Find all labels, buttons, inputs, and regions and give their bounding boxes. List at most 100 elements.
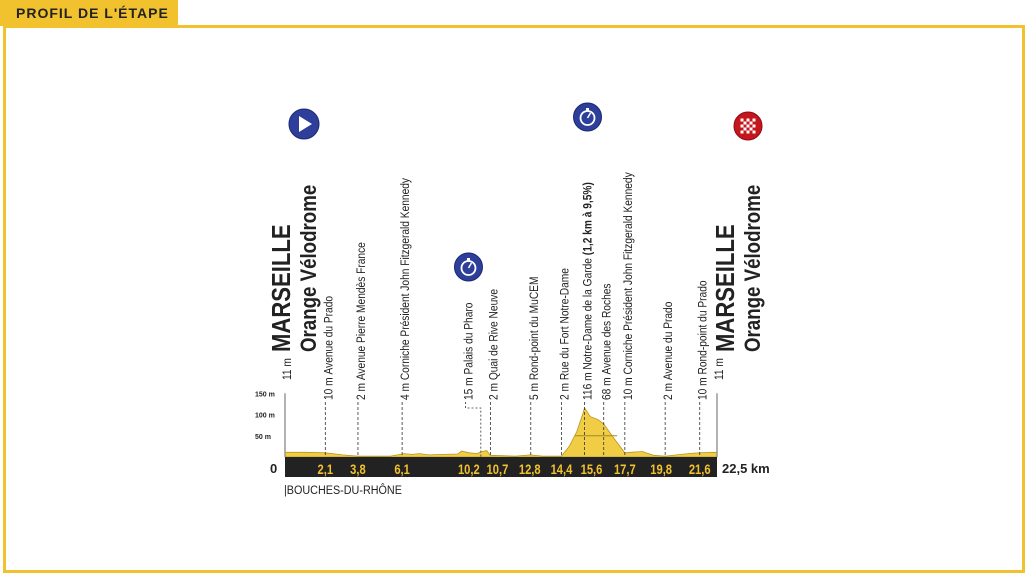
km-marker-label: 19,8 (650, 462, 672, 477)
stopwatch-face (460, 260, 477, 276)
start-place-label: Orange Vélodrome (298, 185, 322, 352)
climb-detail: (1,2 km à 9,5%) (582, 182, 595, 258)
waypoint-altitude: 5 m (528, 380, 541, 400)
checker-square (740, 130, 744, 134)
finish-place-label-text: Orange Vélodrome (742, 185, 766, 352)
start-city-label: MARSEILLE (267, 224, 296, 352)
endpoint-city: MARSEILLE (267, 224, 296, 352)
km-marker-label: 15,6 (581, 462, 603, 477)
waypoint-label: 4 m Corniche Président John Fitzgerald K… (399, 178, 412, 400)
finish-altitude-label: 11 m (713, 358, 726, 380)
endpoint-place: Orange Vélodrome (742, 185, 766, 352)
endpoint-city: MARSEILLE (711, 224, 740, 352)
zero-km-label: 0 (270, 461, 277, 476)
checker-square (740, 118, 744, 122)
play-triangle (299, 116, 312, 132)
checker-square (743, 127, 747, 131)
elevation-profile-area (284, 406, 718, 458)
checker-square (749, 121, 753, 125)
waypoint-label: 68 m Avenue des Roches (601, 283, 614, 400)
start-place-label-text: Orange Vélodrome (298, 185, 322, 352)
waypoint-altitude: 116 m (582, 370, 595, 400)
finish-checkered-icon (733, 111, 763, 141)
waypoint-name: Avenue du Prado (662, 302, 675, 381)
finish-altitude-label-text: 11 m (713, 358, 726, 380)
stopwatch-face (579, 110, 596, 126)
profile-frame (3, 25, 1025, 573)
waypoint-altitude: 10 m (697, 375, 710, 400)
checker-square (740, 124, 744, 128)
section-tab-title: PROFIL DE L'ÉTAPE (0, 0, 178, 26)
waypoint-label: 2 m Avenue Pierre Mendès France (355, 242, 368, 400)
start-city-label-text: MARSEILLE (267, 224, 296, 352)
endpoint-altitude: 11 m (281, 358, 294, 380)
km-marker-label: 10,7 (487, 462, 509, 477)
waypoint-name: Avenue Pierre Mendès France (355, 242, 368, 380)
checker-square (752, 124, 756, 128)
waypoint-altitude: 2 m (662, 380, 675, 400)
waypoint-name: Rond-point du Prado (697, 280, 710, 374)
stopwatch-crown (586, 108, 590, 111)
checker-square (746, 130, 750, 134)
waypoint-name: Avenue du Prado (323, 296, 336, 375)
start-altitude-label-text: 11 m (281, 358, 294, 380)
checker-square (752, 118, 756, 122)
waypoint-label-text: 10 m Avenue du Prado (323, 296, 336, 400)
intermediate-timing-icon (573, 102, 603, 132)
waypoint-name: Rue du Fort Notre-Dame (559, 268, 572, 380)
km-marker-label: 12,8 (519, 462, 541, 477)
waypoint-label-text: 2 m Avenue du Prado (662, 302, 675, 400)
waypoint-label-text: 15 m Palais du Pharo (463, 303, 476, 400)
waypoint-label-text: 2 m Quai de Rive Neuve (488, 289, 501, 400)
km-marker-label: 6,1 (394, 462, 410, 477)
waypoint-label: 10 m Avenue du Prado (323, 296, 336, 400)
waypoint-name: Palais du Pharo (463, 303, 476, 375)
checker-square (743, 121, 747, 125)
waypoint-altitude: 10 m (622, 375, 635, 400)
waypoint-name: Notre-Dame de la Garde (582, 258, 595, 370)
distance-band (285, 457, 717, 477)
intermediate-timing-icon (453, 252, 483, 282)
waypoint-altitude: 2 m (488, 380, 501, 400)
waypoint-label: 116 m Notre-Dame de la Garde (1,2 km à 9… (582, 182, 595, 400)
waypoint-label: 10 m Corniche Président John Fitzgerald … (622, 172, 635, 400)
endpoint-altitude: 11 m (713, 358, 726, 380)
km-marker-label: 3,8 (350, 462, 366, 477)
checker-square (746, 118, 750, 122)
km-marker-label: 17,7 (614, 462, 636, 477)
waypoint-label-text: 2 m Rue du Fort Notre-Dame (559, 268, 572, 400)
waypoint-altitude: 15 m (463, 375, 476, 400)
km-marker-label: 2,1 (318, 462, 334, 477)
waypoint-altitude: 2 m (355, 380, 368, 400)
department-label: |BOUCHES-DU-RHÔNE (284, 483, 402, 497)
start-play-icon (288, 108, 320, 140)
waypoint-label: 15 m Palais du Pharo (463, 303, 476, 400)
stopwatch-hand (467, 262, 473, 269)
stopwatch-hand (586, 112, 592, 119)
start-altitude-label: 11 m (281, 358, 294, 380)
finish-distance-label: 22,5 km (722, 461, 770, 476)
waypoint-name: Corniche Président John Fitzgerald Kenne… (399, 178, 412, 381)
km-marker-label: 14,4 (551, 462, 573, 477)
waypoint-label: 5 m Rond-point du MuCEM (528, 277, 541, 400)
waypoint-name: Quai de Rive Neuve (488, 289, 501, 380)
waypoint-label-text: 4 m Corniche Président John Fitzgerald K… (399, 178, 412, 400)
altitude-tick-label: 100 m (255, 413, 275, 420)
waypoint-marker-line (465, 402, 482, 457)
waypoint-label: 2 m Quai de Rive Neuve (488, 289, 501, 400)
finish-city-label: MARSEILLE (711, 224, 740, 352)
endpoint-place: Orange Vélodrome (298, 185, 322, 352)
km-marker-label: 21,6 (689, 462, 711, 477)
finish-place-label: Orange Vélodrome (742, 185, 766, 352)
waypoint-label-text: 10 m Rond-point du Prado (697, 280, 710, 400)
stopwatch-crown (466, 258, 470, 261)
finish-city-label-text: MARSEILLE (711, 224, 740, 352)
checker-square (749, 127, 753, 131)
waypoint-altitude: 10 m (323, 375, 336, 400)
waypoint-label-text: 68 m Avenue des Roches (601, 283, 614, 400)
waypoint-label: 10 m Rond-point du Prado (697, 280, 710, 400)
waypoint-label: 2 m Avenue du Prado (662, 302, 675, 400)
altitude-tick-label: 150 m (255, 391, 275, 398)
waypoint-altitude: 4 m (399, 380, 412, 400)
